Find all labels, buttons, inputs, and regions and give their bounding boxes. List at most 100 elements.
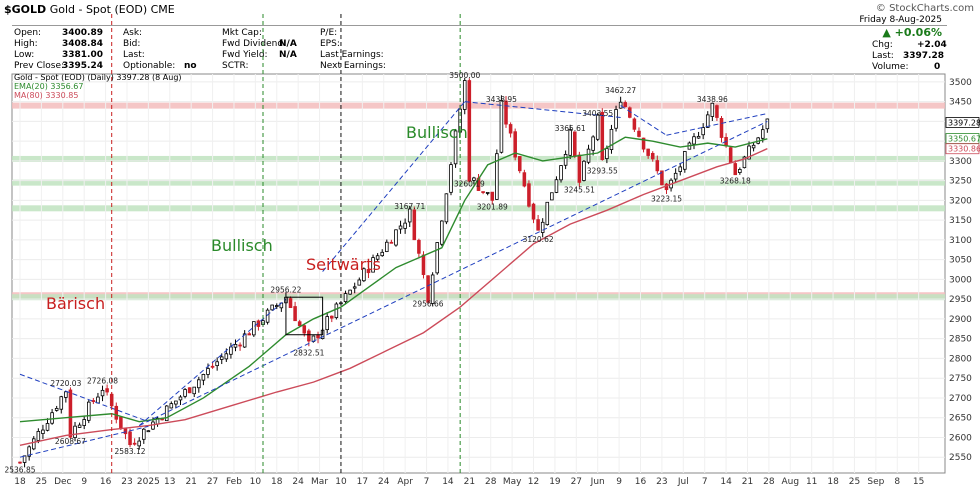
fwd-dividend-label: Fwd Dividend: xyxy=(222,39,287,49)
value-label: 3293.55 xyxy=(587,166,618,175)
candle-body xyxy=(609,129,614,150)
high-value: 3408.84 xyxy=(62,39,103,49)
quote-date: Friday 8-Aug-2025 xyxy=(859,15,942,25)
x-tick-label: 28 xyxy=(763,477,775,487)
candle-body xyxy=(105,388,109,393)
candle-body xyxy=(77,424,82,428)
value-label: 3167.71 xyxy=(394,202,425,211)
change-percent: ▲ +0.06% xyxy=(882,26,942,39)
candle-body xyxy=(197,379,201,389)
candle-body xyxy=(334,303,339,319)
quote-panel xyxy=(12,25,947,74)
x-tick-label: 14 xyxy=(720,477,732,487)
candle-body xyxy=(568,129,572,156)
candle-body xyxy=(747,145,751,160)
candle-body xyxy=(293,306,297,322)
sctr-label: SCTR: xyxy=(222,61,249,71)
x-tick-label: 12 xyxy=(528,477,539,487)
candle-body xyxy=(614,109,618,129)
candle-body xyxy=(389,241,394,244)
candle-body xyxy=(637,130,641,137)
x-tick-label: 18 xyxy=(827,477,839,487)
y-tick-label: 2700 xyxy=(949,394,972,404)
candle-body xyxy=(618,101,623,109)
candle-body xyxy=(201,374,206,381)
candle-body xyxy=(462,80,467,110)
level-band-1 xyxy=(12,155,945,162)
candle-body xyxy=(453,130,458,165)
candle-body xyxy=(540,221,545,233)
bid-label: Bid: xyxy=(123,39,141,49)
last2-value: 3397.28 xyxy=(903,51,944,61)
x-tick-label: 14 xyxy=(442,477,454,487)
candle-body xyxy=(683,151,687,170)
x-tick-label: 2025 xyxy=(137,477,160,487)
candle-body xyxy=(146,430,151,433)
chg-label: Chg: xyxy=(872,40,893,50)
x-tick-label: 25 xyxy=(36,477,47,487)
candle-body xyxy=(467,80,472,182)
y-tick-label: 2550 xyxy=(949,453,972,463)
exchange: CME xyxy=(150,3,175,16)
candle-body xyxy=(591,136,595,151)
candle-body xyxy=(265,309,270,323)
candle-body xyxy=(316,334,320,339)
candle-body xyxy=(270,304,274,311)
x-tick-label: 28 xyxy=(485,477,497,487)
level-band-0 xyxy=(12,102,945,109)
x-tick-label: 10 xyxy=(335,477,347,487)
value-label: 3260.19 xyxy=(454,180,485,189)
candle-body xyxy=(64,391,68,398)
x-tick-label: 17 xyxy=(357,477,368,487)
low-label: Low: xyxy=(14,50,35,60)
mktcap-label: Mkt Cap: xyxy=(222,28,262,38)
candle-body xyxy=(641,137,646,150)
value-label: 3201.89 xyxy=(477,203,508,212)
candle-body xyxy=(412,209,417,241)
candle-body xyxy=(440,220,444,245)
candle-body xyxy=(128,431,132,446)
open-label: Open: xyxy=(14,28,42,38)
candle-body xyxy=(86,401,91,421)
candle-body xyxy=(394,229,398,246)
candle-body xyxy=(325,316,329,331)
value-label: 2583.12 xyxy=(115,447,146,456)
x-tick-label: 25 xyxy=(849,477,860,487)
y-tick-label: 3050 xyxy=(949,256,972,266)
plot-frame xyxy=(11,73,946,474)
candle-body xyxy=(738,169,742,173)
x-tick-label: Jul xyxy=(677,477,689,487)
volume-label: Volume: xyxy=(872,62,909,72)
level-band-5 xyxy=(12,294,945,301)
label-bullisch-2: Bullisch xyxy=(406,123,468,142)
y-tick-label: 3100 xyxy=(949,236,972,246)
candle-body xyxy=(96,396,100,404)
candle-body xyxy=(517,156,522,172)
x-tick-label: 7 xyxy=(702,477,708,487)
prev-close-value: 3395.24 xyxy=(62,61,103,71)
value-label: 2720.03 xyxy=(50,379,81,388)
x-tick-label: 21 xyxy=(185,477,196,487)
candle-body xyxy=(307,330,311,342)
candle-body xyxy=(247,333,252,336)
trend-upper-1 xyxy=(464,101,621,118)
value-label: 2956.22 xyxy=(270,286,301,295)
y-tick-label: 3250 xyxy=(949,177,972,187)
y-tick-label: 2900 xyxy=(949,315,972,325)
candle-body xyxy=(91,400,96,403)
trend-up-2 xyxy=(322,101,466,272)
candle-body xyxy=(472,177,476,181)
candle-body xyxy=(54,408,59,411)
y-tick-label: 3000 xyxy=(949,275,972,285)
candle-body xyxy=(224,353,229,360)
chart-title: $GOLD Gold - Spot (EOD) CME xyxy=(4,3,175,16)
symbol: $GOLD xyxy=(4,3,47,16)
candle-body xyxy=(215,361,219,367)
candle-body xyxy=(229,346,233,355)
candle-body xyxy=(82,419,86,426)
x-tick-label: 7 xyxy=(424,477,430,487)
legend: Gold - Spot (EOD) (Daily) 3397.28 (8 Aug… xyxy=(14,73,182,100)
candle-body xyxy=(219,356,224,360)
candle-body xyxy=(114,405,119,420)
candle-body xyxy=(536,219,540,231)
